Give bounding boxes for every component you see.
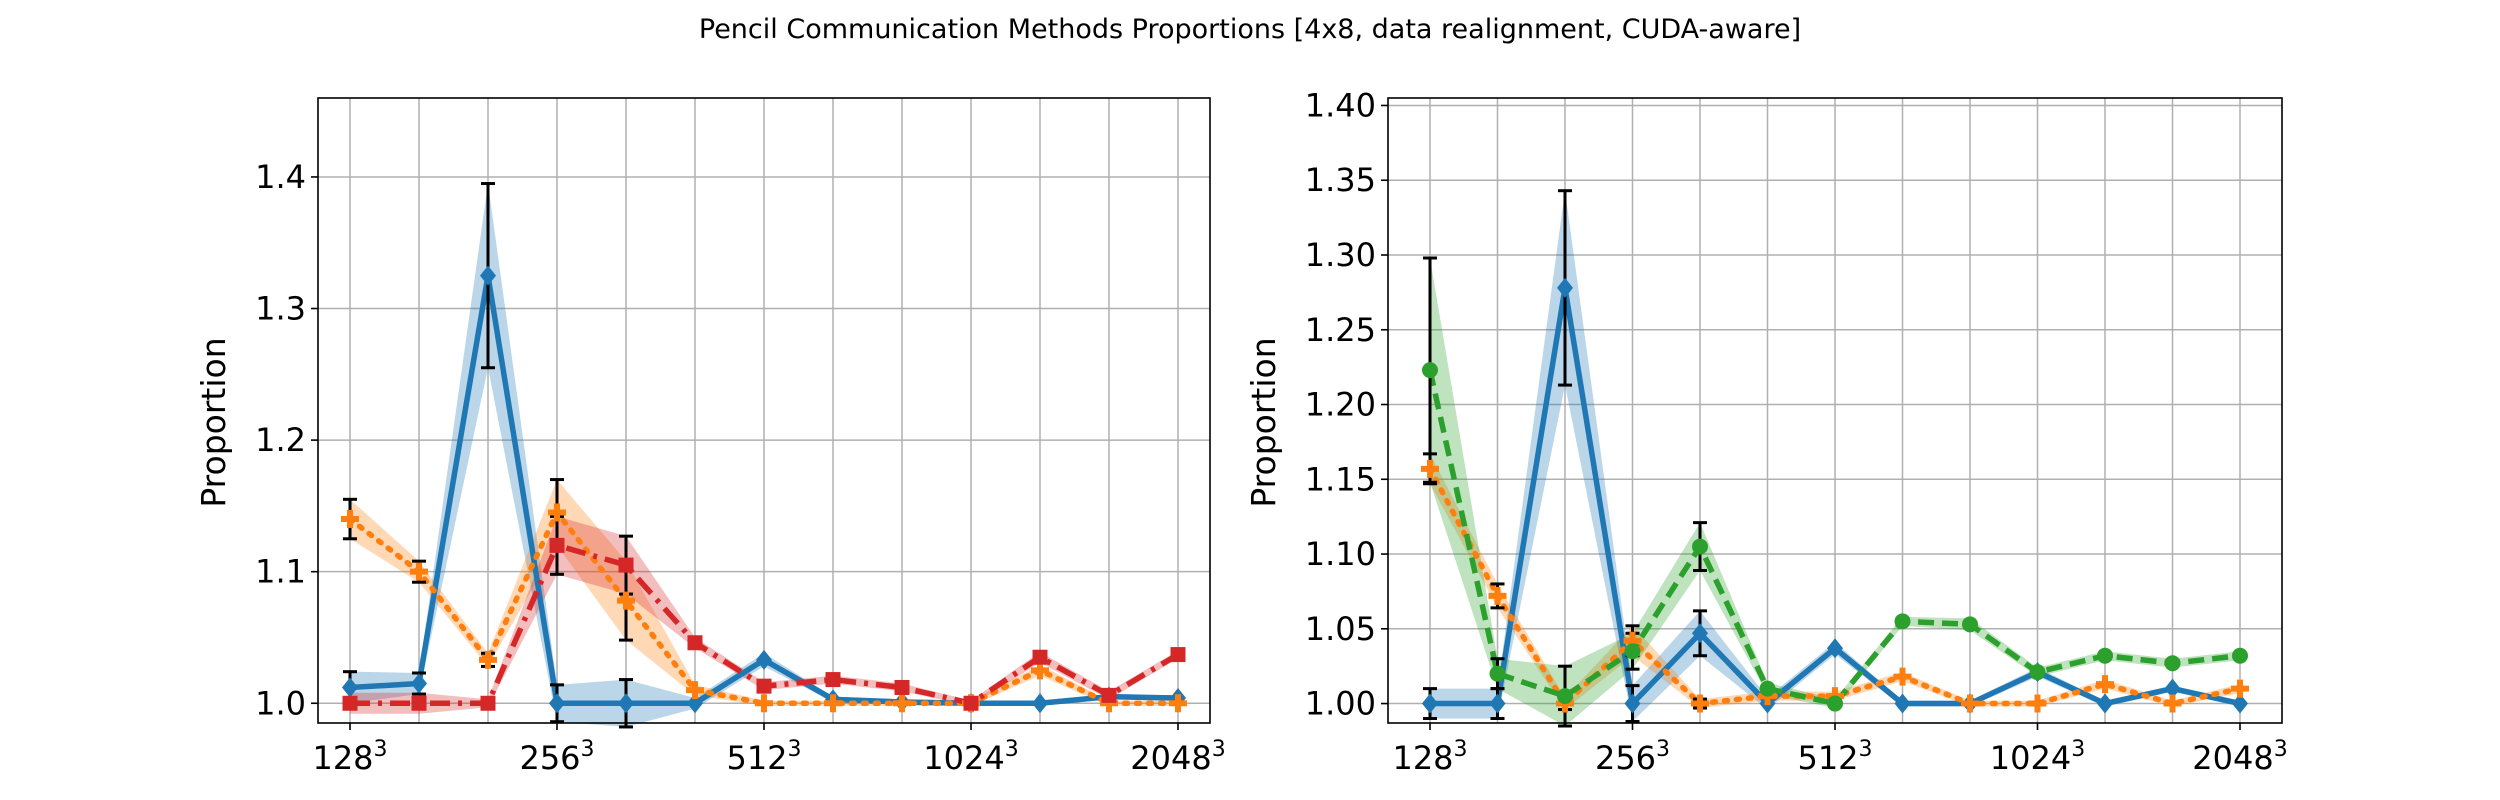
data-point-red [480, 695, 496, 711]
data-point-blue [1894, 693, 1911, 714]
chart-panel-2: 1.00 1.05 1.10 1.15 1.20 1.25 1.30 1.35 1.40 1283… [1244, 86, 2288, 777]
data-point-blue [1692, 623, 1708, 644]
data-point-blue [756, 649, 772, 670]
data-point-orange [2163, 694, 2182, 713]
data-point-green [1422, 362, 1438, 379]
data-point-red [687, 635, 703, 651]
data-point-blue [2164, 678, 2181, 699]
data-point-orange [1691, 694, 1709, 713]
data-point-blue [1422, 693, 1438, 714]
y-tick-label: 1.30 [1305, 236, 1376, 274]
data-point-blue [1557, 277, 1573, 298]
y-tick-label: 1.40 [1305, 86, 1376, 124]
data-point-red [756, 678, 772, 694]
y-tick-label: 1.1 [255, 553, 306, 591]
y-tick-label: 1.4 [255, 158, 306, 196]
data-point-green [2029, 664, 2046, 681]
y-tick-label: 1.0 [255, 684, 306, 722]
data-point-orange [1893, 667, 1912, 686]
x-tick-label: 1283 [1392, 737, 1467, 777]
chart-panel-1: 1.0 1.1 1.2 1.3 1.4 1283 2563 5123 10243 20483 Pro… [194, 97, 1226, 777]
y-tick-label: 1.3 [255, 290, 306, 328]
data-point-blue [1489, 693, 1506, 714]
data-point-green [2164, 655, 2181, 672]
x-tick-label: 20483 [2192, 737, 2287, 777]
data-point-blue [480, 265, 496, 286]
data-point-orange [617, 591, 635, 610]
data-point-orange [1169, 694, 1187, 713]
y-axis-label: Proportion [194, 337, 233, 507]
data-point-red [894, 679, 910, 695]
data-point-green [1624, 643, 1641, 660]
data-point-green [2232, 647, 2248, 664]
data-point-blue [2232, 693, 2248, 714]
data-point-red [1101, 687, 1117, 703]
data-point-green [1962, 616, 1978, 633]
data-point-green [1894, 613, 1911, 630]
data-point-orange [2028, 694, 2047, 713]
data-point-blue [1032, 693, 1048, 714]
data-point-orange [548, 503, 566, 522]
data-point-blue [411, 673, 427, 694]
y-tick-label: 1.25 [1305, 311, 1376, 349]
data-point-orange [824, 694, 842, 713]
data-point-red [825, 672, 841, 688]
x-tick-label: 2563 [1595, 737, 1670, 777]
x-tick-label: 10243 [923, 737, 1018, 777]
y-tick-label: 1.20 [1305, 386, 1376, 424]
data-point-orange [341, 510, 359, 529]
data-point-orange [1623, 631, 1642, 650]
data-point-orange [1488, 586, 1507, 605]
x-tick-label: 2563 [519, 737, 594, 777]
x-tick-label: 1283 [312, 737, 387, 777]
x-tick-label: 5123 [726, 737, 801, 777]
y-tick-label: 1.15 [1305, 460, 1376, 498]
data-point-orange [1031, 661, 1049, 680]
data-point-blue [2097, 693, 2113, 714]
data-point-red [411, 695, 427, 711]
y-tick-label: 1.2 [255, 421, 306, 459]
data-point-orange [1100, 694, 1118, 713]
data-point-green [1557, 688, 1573, 705]
data-point-green [1827, 695, 1843, 712]
data-point-red [963, 695, 979, 711]
data-point-blue [1624, 693, 1641, 714]
data-point-blue [618, 693, 634, 714]
data-point-green [1759, 680, 1776, 697]
data-point-orange [479, 650, 497, 669]
data-point-green [1489, 665, 1506, 682]
data-point-blue [549, 693, 565, 714]
data-point-orange [2231, 679, 2249, 698]
data-point-green [2097, 647, 2113, 664]
data-point-orange [410, 562, 428, 581]
y-tick-label: 1.35 [1305, 161, 1376, 199]
data-point-orange [686, 681, 704, 700]
data-point-green [1692, 538, 1708, 555]
data-point-red [1170, 647, 1186, 663]
data-point-orange [755, 694, 773, 713]
data-point-orange [2096, 675, 2114, 694]
data-point-red [549, 537, 565, 553]
y-axis-label: Proportion [1244, 337, 1283, 507]
data-point-orange [1421, 459, 1439, 478]
data-point-red [342, 695, 358, 711]
y-tick-label: 1.05 [1305, 610, 1376, 648]
y-tick-label: 1.10 [1305, 535, 1376, 573]
data-point-blue [342, 677, 358, 698]
x-tick-label: 10243 [1990, 737, 2085, 777]
figure-title: Pencil Communication Methods Proportions… [698, 14, 1802, 45]
data-point-blue [1827, 638, 1843, 659]
x-tick-label: 20483 [1130, 737, 1225, 777]
x-tick-label: 5123 [1797, 737, 1872, 777]
data-point-orange [893, 694, 911, 713]
data-point-blue [687, 693, 703, 714]
data-point-orange [1961, 694, 1979, 713]
data-point-red [618, 557, 634, 573]
data-point-red [1032, 649, 1048, 665]
y-tick-label: 1.00 [1305, 685, 1376, 723]
